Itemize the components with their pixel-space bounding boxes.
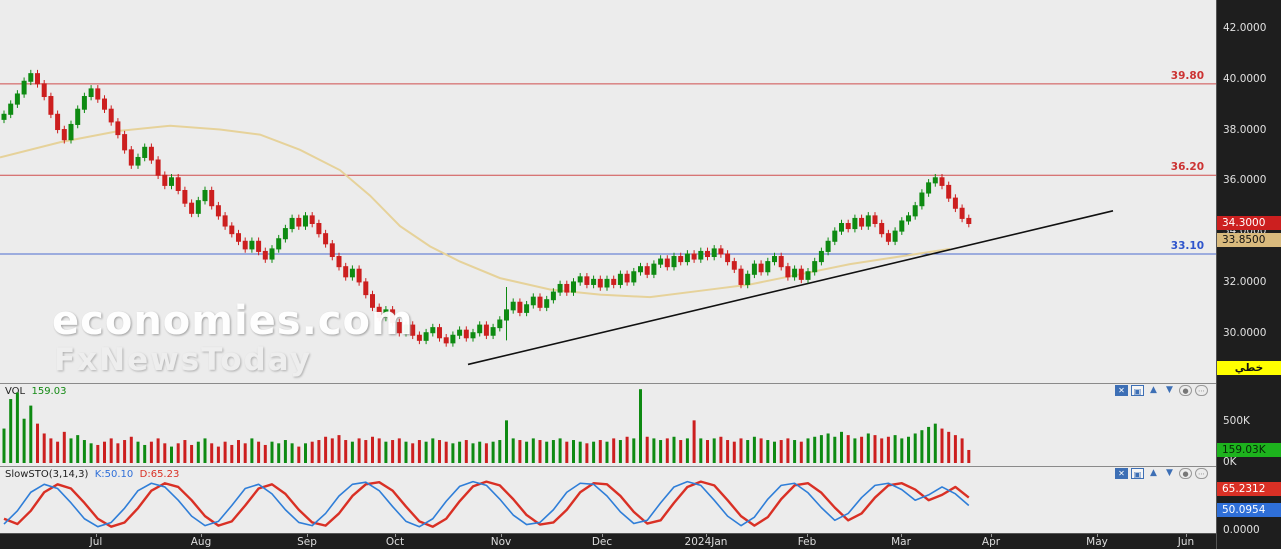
scale-mode-badge[interactable]: خطي [1217, 361, 1281, 375]
price-axis[interactable]: 0.0000 42.0000 40.0000 38.0000 36.0000 34.00… [1216, 0, 1281, 549]
time-axis-label: May [1086, 536, 1108, 548]
time-axis-tick [602, 534, 603, 537]
price-axis-label: 36.0000 [1223, 174, 1267, 187]
arrow-down-icon[interactable]: ▼ [1166, 385, 1173, 395]
volume-canvas[interactable] [0, 384, 1216, 467]
time-axis-label: Nov [490, 536, 512, 548]
arrow-up-icon[interactable]: ▲ [1150, 468, 1157, 478]
volume-label: VOL [5, 386, 26, 397]
stochastic-k-badge: 50.0954 [1217, 503, 1281, 517]
price-axis-label: 38.0000 [1223, 123, 1267, 136]
price-chart-panel[interactable]: economies.com FxNewsToday 39.80 36.20 33.1… [0, 0, 1216, 383]
ma-value-badge: 33.8500 [1217, 233, 1281, 247]
price-axis-label: 32.0000 [1223, 275, 1267, 288]
time-axis-label: Aug [190, 536, 212, 548]
settings-icon[interactable]: ● [1179, 385, 1192, 396]
time-axis-label: Dec [591, 536, 613, 548]
time-axis-tick [1097, 534, 1098, 537]
time-axis-tick [901, 534, 902, 537]
level-label: 39.80 [1170, 69, 1204, 82]
time-axis-tick [307, 534, 308, 537]
price-axis-label: 30.0000 [1223, 326, 1267, 339]
more-icon[interactable]: ⋯ [1195, 385, 1208, 396]
stochastic-canvas[interactable] [0, 467, 1216, 534]
time-axis-label: Feb [797, 536, 817, 548]
price-chart-canvas[interactable] [0, 0, 1216, 383]
volume-panel[interactable]: VOL 159.03 ✕ ▣ ▲ ▼ ● ⋯ [0, 383, 1216, 467]
arrow-up-icon[interactable]: ▲ [1150, 385, 1157, 395]
stochastic-panel-toolbar: ✕ ▣ ▲ ▼ ● ⋯ [1115, 468, 1208, 479]
time-axis[interactable]: Jul Aug Sep Oct Nov Dec 2024Jan Feb Mar Apr May Jun [0, 533, 1216, 549]
time-axis-tick [807, 534, 808, 537]
stochastic-title: SlowSTO(3,14,3) [5, 469, 89, 480]
maximize-icon[interactable]: ▣ [1131, 385, 1144, 396]
time-axis-label: Jul [89, 536, 103, 548]
maximize-icon[interactable]: ▣ [1131, 468, 1144, 479]
time-axis-label: 2024Jan [684, 536, 728, 548]
volume-axis-label: 0K [1223, 456, 1237, 468]
stochastic-panel[interactable]: SlowSTO(3,14,3) K:50.10 D:65.23 ✕ ▣ ▲ ▼ … [0, 466, 1216, 534]
volume-panel-toolbar: ✕ ▣ ▲ ▼ ● ⋯ [1115, 385, 1208, 396]
price-axis-label: 42.0000 [1223, 21, 1267, 34]
volume-axis-label: 500K [1223, 415, 1250, 427]
volume-value: 159.03 [31, 386, 67, 397]
time-axis-tick [501, 534, 502, 537]
time-axis-tick [706, 534, 707, 537]
stochastic-header: SlowSTO(3,14,3) K:50.10 D:65.23 [5, 469, 179, 480]
stochastic-k-label: K:50.10 [94, 469, 134, 480]
price-axis-label: 40.0000 [1223, 72, 1267, 85]
time-axis-tick [1186, 534, 1187, 537]
time-axis-tick [991, 534, 992, 537]
settings-icon[interactable]: ● [1179, 468, 1192, 479]
time-axis-label: Mar [891, 536, 911, 548]
time-axis-label: Jun [1177, 536, 1195, 548]
watermark-fxnewstoday: FxNewsToday [54, 342, 312, 378]
time-axis-tick [201, 534, 202, 537]
stochastic-d-label: D:65.23 [139, 469, 180, 480]
time-axis-label: Sep [297, 536, 317, 548]
time-axis-tick [395, 534, 396, 537]
close-icon[interactable]: ✕ [1115, 468, 1128, 479]
level-label: 36.20 [1170, 161, 1204, 174]
level-label: 33.10 [1170, 239, 1204, 252]
last-price-badge: 34.3000 [1217, 216, 1281, 230]
volume-header: VOL 159.03 [5, 386, 66, 397]
more-icon[interactable]: ⋯ [1195, 468, 1208, 479]
volume-value-badge: 159.03K [1217, 443, 1281, 457]
time-axis-label: Oct [385, 536, 405, 548]
time-axis-tick [96, 534, 97, 537]
stochastic-d-badge: 65.2312 [1217, 482, 1281, 496]
watermark-economies: economies.com [52, 298, 414, 344]
time-axis-label: Apr [981, 536, 1001, 548]
arrow-down-icon[interactable]: ▼ [1166, 468, 1173, 478]
stochastic-zero-label: 0.0000 [1223, 524, 1260, 536]
close-icon[interactable]: ✕ [1115, 385, 1128, 396]
